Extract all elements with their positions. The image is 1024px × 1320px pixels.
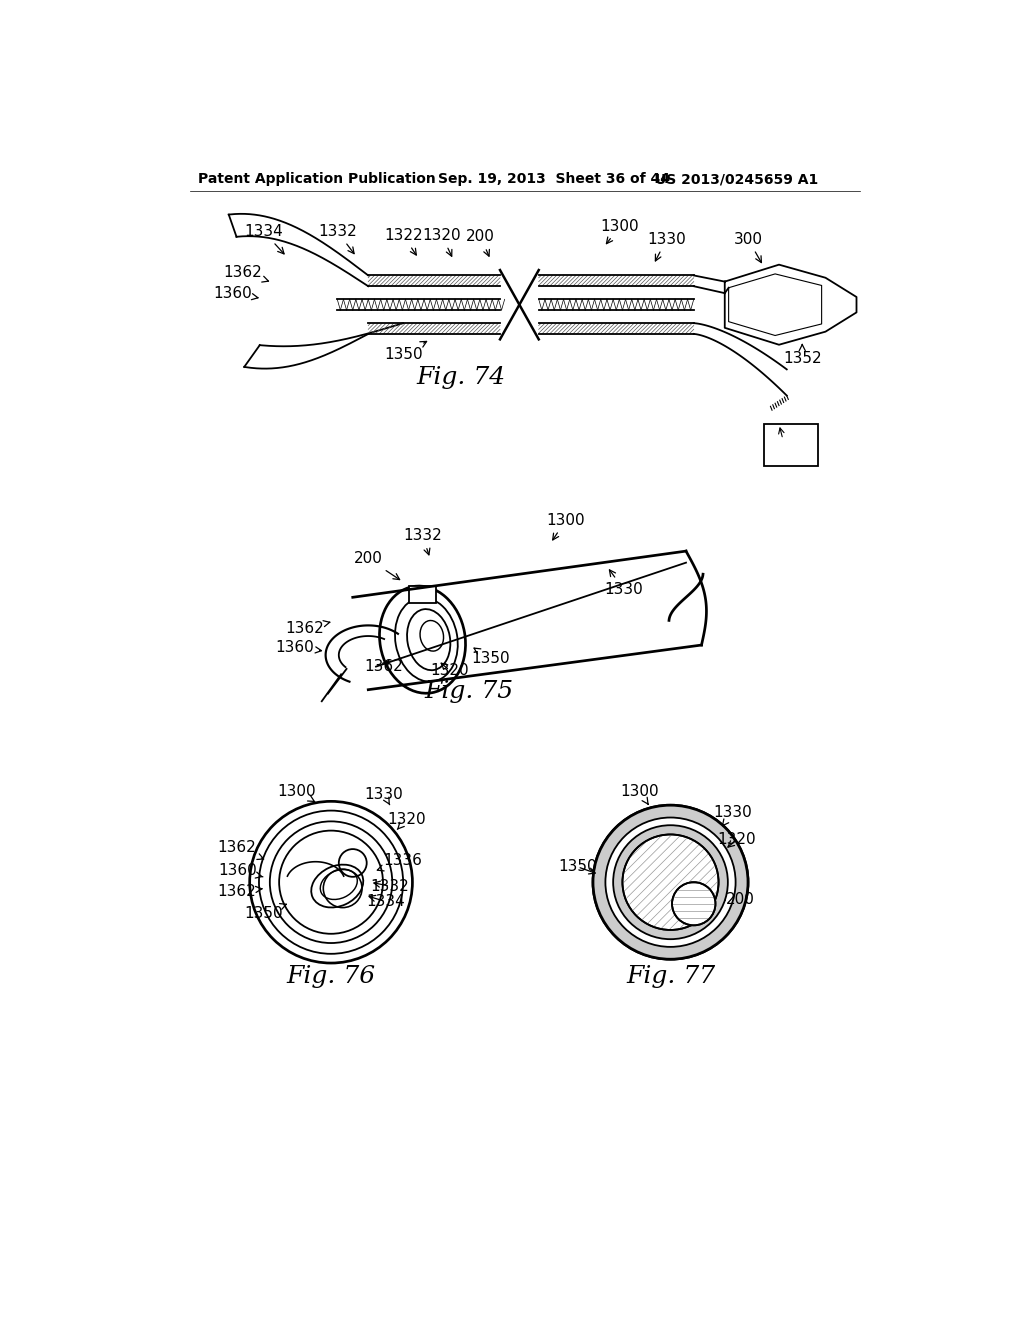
Text: 1330: 1330 <box>647 232 686 261</box>
Text: 1332: 1332 <box>317 224 356 253</box>
Circle shape <box>593 805 748 960</box>
Text: 1360: 1360 <box>275 640 322 655</box>
Circle shape <box>623 834 719 929</box>
Text: 1320: 1320 <box>423 228 461 256</box>
Text: 1350: 1350 <box>245 904 287 920</box>
Text: 1332: 1332 <box>371 879 410 894</box>
Text: 1334: 1334 <box>245 224 284 253</box>
Text: 1336: 1336 <box>377 853 423 871</box>
Text: 1362: 1362 <box>217 840 263 859</box>
Text: 1362: 1362 <box>286 620 330 636</box>
Text: 1322: 1322 <box>384 228 423 255</box>
Text: 1350: 1350 <box>384 342 427 362</box>
Text: 1300: 1300 <box>621 784 658 804</box>
Text: Fig. 75: Fig. 75 <box>424 680 514 702</box>
Text: 200: 200 <box>466 230 495 256</box>
Text: 1362: 1362 <box>365 659 403 675</box>
Text: 1330: 1330 <box>713 805 752 826</box>
Text: Patent Application Publication: Patent Application Publication <box>198 172 435 186</box>
Text: 1320: 1320 <box>388 812 426 829</box>
Text: 1350: 1350 <box>471 648 510 667</box>
Text: Fig. 76: Fig. 76 <box>287 965 376 987</box>
Text: 200: 200 <box>354 552 399 579</box>
Text: Sep. 19, 2013  Sheet 36 of 44: Sep. 19, 2013 Sheet 36 of 44 <box>438 172 670 186</box>
Text: 1330: 1330 <box>604 570 643 597</box>
Bar <box>764 424 818 466</box>
Text: 1334: 1334 <box>366 894 404 909</box>
Text: 200: 200 <box>720 891 755 907</box>
Text: 1360: 1360 <box>213 285 258 301</box>
Text: 1300: 1300 <box>547 512 585 540</box>
Text: 300: 300 <box>733 232 763 263</box>
Bar <box>409 586 436 603</box>
Text: Fig. 74: Fig. 74 <box>417 367 506 389</box>
Text: 1320: 1320 <box>717 833 756 847</box>
Text: 1300: 1300 <box>278 784 316 801</box>
Text: 1360: 1360 <box>219 863 263 878</box>
Text: 1320: 1320 <box>430 663 469 678</box>
Text: 1332: 1332 <box>403 528 442 554</box>
Text: 1350: 1350 <box>558 859 597 874</box>
Text: 1300: 1300 <box>601 219 639 244</box>
Text: 1362: 1362 <box>217 884 262 899</box>
Text: US 2013/0245659 A1: US 2013/0245659 A1 <box>655 172 818 186</box>
Text: 1362: 1362 <box>223 265 268 282</box>
Text: 1330: 1330 <box>365 787 403 805</box>
Circle shape <box>605 817 735 946</box>
Text: Fig. 77: Fig. 77 <box>626 965 715 987</box>
Text: 1352: 1352 <box>783 345 821 366</box>
Circle shape <box>613 825 728 940</box>
Circle shape <box>672 882 716 925</box>
